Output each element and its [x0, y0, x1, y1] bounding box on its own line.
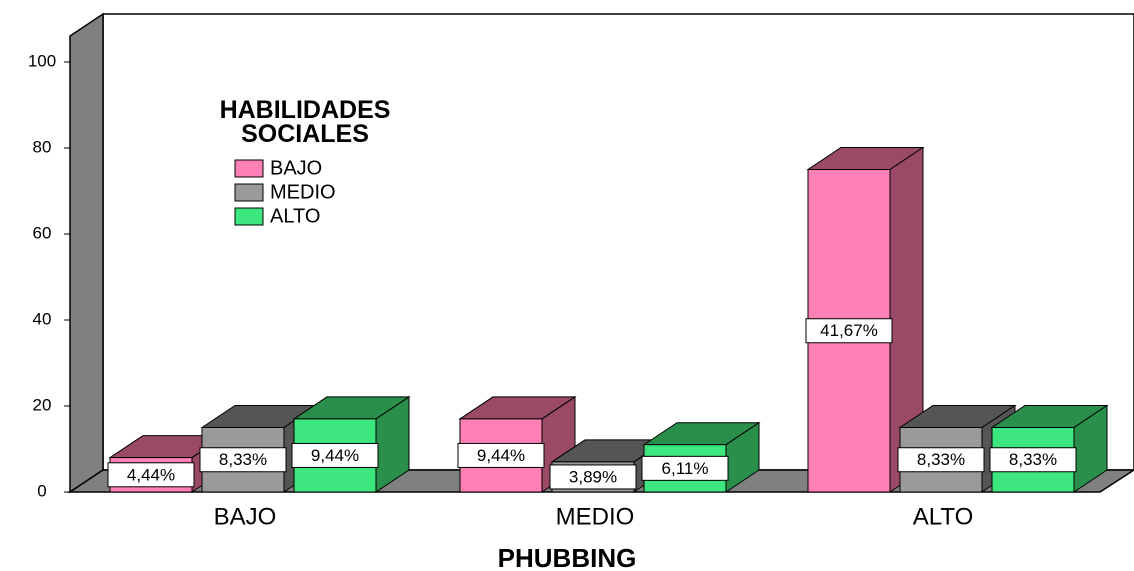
y-tick-label: 100	[28, 51, 56, 70]
y-tick-label: 0	[37, 481, 46, 500]
value-label: 9,44%	[311, 446, 359, 465]
value-label: 41,67%	[820, 321, 878, 340]
value-label-box	[641, 455, 729, 481]
value-label-box	[897, 447, 985, 473]
value-label: 8,33%	[1009, 450, 1057, 469]
y-tick-label: 60	[33, 223, 52, 242]
y-tick-label: 40	[33, 309, 52, 328]
y-tick-label: 20	[33, 395, 52, 414]
x-tick-label: MEDIO	[556, 503, 635, 530]
left-wall	[69, 12, 104, 494]
legend-label: MEDIO	[270, 181, 336, 203]
legend-swatch	[234, 207, 264, 226]
x-tick-label: ALTO	[913, 503, 973, 530]
value-label: 8,33%	[219, 450, 267, 469]
back-wall	[102, 13, 1134, 471]
y-tick-label: 80	[33, 137, 52, 156]
value-label-box	[805, 318, 893, 344]
value-label-box	[291, 442, 379, 468]
legend-label: BAJO	[270, 157, 322, 179]
x-tick-label: BAJO	[214, 503, 277, 530]
value-label-box	[199, 447, 287, 473]
value-label: 4,44%	[127, 465, 175, 484]
value-label-box	[457, 442, 545, 468]
value-label: 6,11%	[662, 459, 709, 478]
value-label: 9,44%	[477, 446, 525, 465]
value-label-box	[107, 462, 195, 488]
x-axis-label: PHUBBING	[498, 543, 637, 571]
value-label: 8,33%	[917, 450, 965, 469]
value-label-box	[549, 464, 637, 490]
value-label: 3,89%	[569, 467, 617, 486]
value-label-box	[989, 447, 1077, 473]
legend-swatch	[234, 183, 264, 202]
legend-title: HABILIDADES SOCIALES	[219, 96, 391, 148]
legend-swatch	[234, 159, 264, 178]
legend-label: ALTO	[270, 205, 320, 227]
